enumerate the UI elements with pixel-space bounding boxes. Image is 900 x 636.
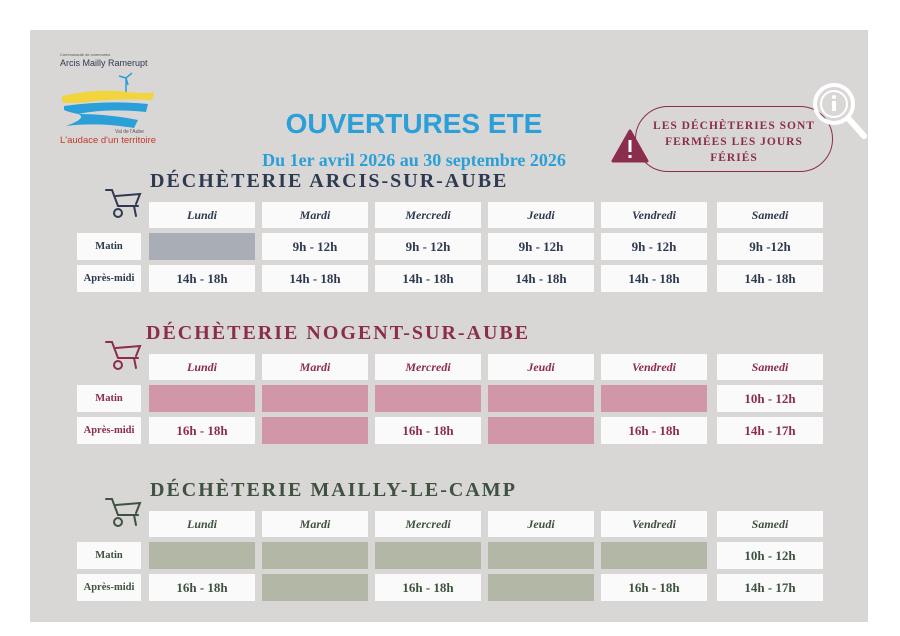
hours-cell: 9h - 12h bbox=[262, 233, 368, 260]
wheelbarrow-icon bbox=[105, 341, 142, 370]
logo-small: Communauté de communes bbox=[60, 52, 111, 57]
logo-graphic bbox=[62, 72, 154, 128]
row-label: Matin bbox=[77, 233, 141, 260]
day-header: Jeudi bbox=[488, 354, 594, 380]
closed-cell bbox=[601, 542, 707, 569]
site-name: DÉCHÈTERIE MAILLY-LE-CAMP bbox=[150, 479, 517, 501]
row-label: Après-midi bbox=[77, 265, 141, 292]
day-header: Lundi bbox=[149, 354, 255, 380]
closed-cell bbox=[601, 385, 707, 412]
hours-cell: 9h -12h bbox=[717, 233, 823, 260]
hours-cell: 14h - 18h bbox=[601, 265, 707, 292]
day-header: Lundi bbox=[149, 202, 255, 228]
hours-cell: 16h - 18h bbox=[375, 574, 481, 601]
closed-cell bbox=[262, 542, 368, 569]
day-header: Mardi bbox=[262, 354, 368, 380]
logo-tagline-top: Val de l'Aube bbox=[115, 129, 144, 135]
warning-icon bbox=[611, 129, 649, 163]
day-header: Jeudi bbox=[488, 511, 594, 537]
day-header: Vendredi bbox=[601, 202, 707, 228]
logo-tagline: L'audace d'un territoire bbox=[60, 135, 157, 146]
closed-cell bbox=[375, 542, 481, 569]
hours-cell: 14h - 18h bbox=[717, 265, 823, 292]
row-label: Après-midi bbox=[77, 417, 141, 444]
hours-cell: 14h - 18h bbox=[149, 265, 255, 292]
hours-cell: 14h - 18h bbox=[262, 265, 368, 292]
closed-cell bbox=[149, 385, 255, 412]
closed-cell bbox=[262, 417, 368, 444]
day-header: Mercredi bbox=[375, 354, 481, 380]
wheelbarrow-icon bbox=[105, 189, 142, 218]
site-name: DÉCHÈTERIE ARCIS-SUR-AUBE bbox=[150, 170, 509, 192]
hours-cell: 16h - 18h bbox=[601, 417, 707, 444]
closed-cell bbox=[488, 385, 594, 412]
hours-cell: 10h - 12h bbox=[717, 542, 823, 569]
poster: Communauté de communes Arcis Mailly Rame… bbox=[30, 30, 868, 622]
closed-cell bbox=[262, 574, 368, 601]
day-header: Mardi bbox=[262, 202, 368, 228]
day-header: Samedi bbox=[717, 511, 823, 537]
notice: LES DÉCHÈTERIES SONT FERMÉES LES JOURS F… bbox=[635, 106, 833, 172]
day-header: Mercredi bbox=[375, 202, 481, 228]
hours-cell: 16h - 18h bbox=[375, 417, 481, 444]
hours-cell: 16h - 18h bbox=[149, 574, 255, 601]
site-name: DÉCHÈTERIE NOGENT-SUR-AUBE bbox=[146, 322, 531, 344]
hours-cell: 9h - 12h bbox=[375, 233, 481, 260]
row-label: Après-midi bbox=[77, 574, 141, 601]
day-header: Vendredi bbox=[601, 511, 707, 537]
day-header: Jeudi bbox=[488, 202, 594, 228]
hours-cell: 14h - 17h bbox=[717, 417, 823, 444]
row-label: Matin bbox=[77, 542, 141, 569]
hours-cell: 16h - 18h bbox=[149, 417, 255, 444]
closed-cell bbox=[375, 385, 481, 412]
subtitle: Du 1er avril 2026 au 30 septembre 2026 bbox=[262, 150, 566, 170]
hours-cell: 14h - 18h bbox=[488, 265, 594, 292]
day-header: Lundi bbox=[149, 511, 255, 537]
info-icon bbox=[813, 83, 867, 139]
day-header: Mardi bbox=[262, 511, 368, 537]
closed-cell bbox=[262, 385, 368, 412]
day-header: Mercredi bbox=[375, 511, 481, 537]
closed-cell bbox=[488, 542, 594, 569]
title: OUVERTURES ETE bbox=[285, 108, 543, 139]
hours-cell: 9h - 12h bbox=[488, 233, 594, 260]
day-header: Samedi bbox=[717, 202, 823, 228]
closed-cell bbox=[488, 417, 594, 444]
closed-cell bbox=[149, 233, 255, 260]
day-header: Vendredi bbox=[601, 354, 707, 380]
closed-cell bbox=[488, 574, 594, 601]
hours-cell: 14h - 18h bbox=[375, 265, 481, 292]
row-label: Matin bbox=[77, 385, 141, 412]
wheelbarrow-icon bbox=[105, 498, 142, 527]
day-header: Samedi bbox=[717, 354, 823, 380]
hours-cell: 16h - 18h bbox=[601, 574, 707, 601]
hours-cell: 9h - 12h bbox=[601, 233, 707, 260]
closed-cell bbox=[149, 542, 255, 569]
hours-cell: 14h - 17h bbox=[717, 574, 823, 601]
hours-cell: 10h - 12h bbox=[717, 385, 823, 412]
logo-name: Arcis Mailly Ramerupt bbox=[60, 58, 148, 68]
